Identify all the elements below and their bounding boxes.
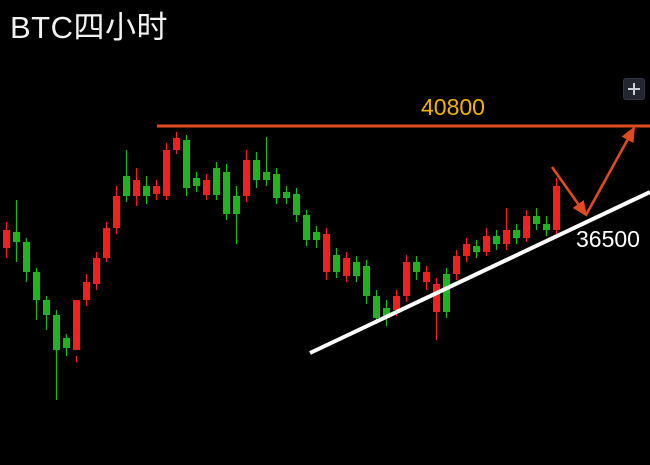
- candle-body: [403, 262, 410, 296]
- candle-body: [523, 216, 530, 238]
- candle-body: [193, 178, 200, 186]
- candle-body: [553, 186, 560, 230]
- candle-body: [373, 296, 380, 318]
- candles-group: [3, 132, 560, 400]
- candle-body: [223, 172, 230, 214]
- candle-body: [123, 176, 130, 196]
- candle-body: [83, 282, 90, 300]
- support-trendline: [309, 190, 650, 355]
- candle-body: [423, 272, 430, 282]
- candle-body: [363, 266, 370, 296]
- candle-body: [133, 180, 140, 196]
- candle-body: [93, 258, 100, 284]
- candle-body: [303, 215, 310, 240]
- candle-body: [503, 230, 510, 244]
- candle-body: [473, 246, 480, 252]
- candle-body: [533, 216, 540, 224]
- candle-body: [283, 192, 290, 198]
- candle-body: [3, 230, 10, 248]
- candle-body: [353, 262, 360, 276]
- projection-down-arrow: [550, 166, 588, 217]
- candle-body: [393, 296, 400, 310]
- candle-body: [243, 160, 250, 196]
- candle-body: [73, 300, 80, 350]
- candle-body: [13, 232, 20, 242]
- candle-body: [173, 138, 180, 150]
- candle-body: [463, 244, 470, 256]
- page-title: BTC四小时: [10, 10, 168, 45]
- candle-body: [23, 242, 30, 272]
- candle-body: [413, 262, 420, 272]
- resistance-price-label: 40800: [421, 94, 485, 120]
- candle-body: [493, 236, 500, 244]
- candle-body: [213, 168, 220, 195]
- candle-body: [63, 338, 70, 348]
- plus-icon[interactable]: [623, 78, 645, 100]
- support-price-label: 36500: [576, 226, 640, 252]
- candle-body: [103, 228, 110, 258]
- candle-body: [433, 284, 440, 312]
- candle-body: [183, 140, 190, 188]
- candle-body: [263, 172, 270, 180]
- candle-body: [253, 160, 260, 180]
- candle-body: [293, 194, 300, 215]
- candle-body: [443, 274, 450, 312]
- candle-body: [313, 232, 320, 240]
- candle-body: [273, 174, 280, 198]
- candle-body: [343, 258, 350, 276]
- candle-body: [323, 234, 330, 272]
- candle-body: [153, 186, 160, 194]
- candle-body: [33, 272, 40, 300]
- candle-body: [163, 150, 170, 196]
- candle-body: [513, 230, 520, 238]
- projection-up-arrow: [584, 126, 636, 216]
- candle-body: [113, 196, 120, 228]
- plus-icon-vertical-bar: [633, 83, 635, 95]
- candle-body: [333, 255, 340, 272]
- candle-body: [53, 315, 60, 350]
- candle-body: [453, 256, 460, 274]
- candle-body: [203, 180, 210, 195]
- candle-body: [43, 300, 50, 315]
- candle-body: [383, 308, 390, 318]
- candle-body: [233, 196, 240, 214]
- candle-body: [143, 186, 150, 196]
- candle-body: [483, 236, 490, 252]
- candle-body: [543, 224, 550, 230]
